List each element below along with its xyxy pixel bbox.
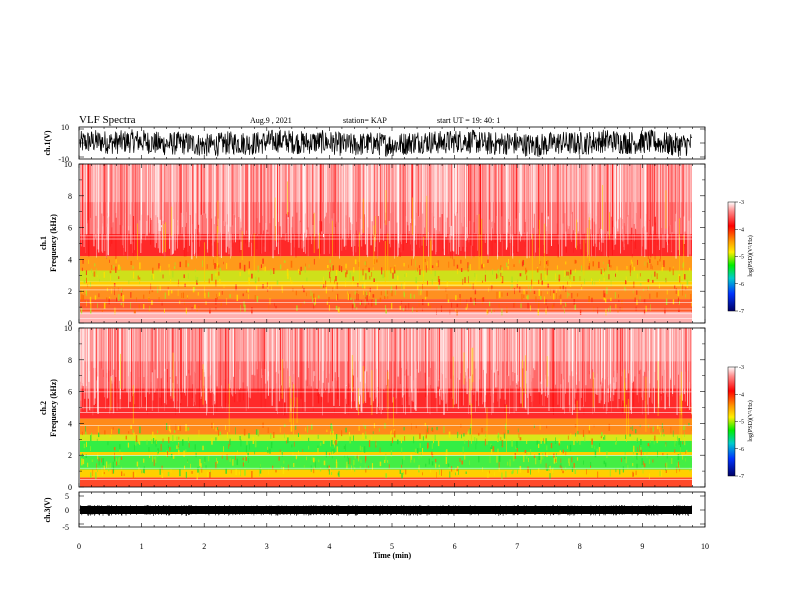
ch1-spectrogram-ytick: 6 xyxy=(68,224,72,233)
x-tick-label: 3 xyxy=(265,542,269,551)
x-tick-label: 1 xyxy=(140,542,144,551)
ch1-spectrogram-ytick: 2 xyxy=(68,287,72,296)
x-tick-label: 4 xyxy=(327,542,331,551)
ch1-ytick-top: 10 xyxy=(61,123,69,132)
ch1-waveform-panel: 10 -10 ch.1(V) xyxy=(43,123,706,164)
ch3-waveform-trace xyxy=(80,506,692,514)
x-tick-label: 2 xyxy=(202,542,206,551)
ch2-spectrogram-ytick: 4 xyxy=(68,419,72,428)
ch2-spectrogram-ytick: 6 xyxy=(68,388,72,397)
ch1-spectrogram-ytick: 4 xyxy=(68,255,72,264)
ch1-ytick-bottom: -10 xyxy=(58,155,69,164)
ch1-spectrogram-heatmap xyxy=(80,164,705,323)
ch2-spectrogram-ytick: 0 xyxy=(68,483,72,492)
ch2-colorbar-label: log(PSD)(V²/Hz) xyxy=(747,400,754,441)
x-tick-label: 0 xyxy=(77,542,81,551)
ch1-spectrogram-ytick: 0 xyxy=(68,319,72,328)
figure-title: VLF Spectra xyxy=(79,114,136,126)
ch3-ytick-top: 5 xyxy=(65,492,69,501)
ch1-spectrogram-ytick: 8 xyxy=(68,192,72,201)
ch1-waveform-ylabel: ch.1(V) xyxy=(43,130,52,155)
ch1-colorbar-tick: -7 xyxy=(739,309,744,315)
ch2-colorbar-tick: -5 xyxy=(739,420,744,426)
ch2-spectrogram-ytick: 2 xyxy=(68,451,72,460)
ch2-spectrogram-ytick: 10 xyxy=(64,324,72,333)
ch1-spectrogram-ylabel: Frequency (kHz) xyxy=(49,214,58,272)
x-tick-label: 8 xyxy=(578,542,582,551)
ch1-colorbar-tick: -6 xyxy=(739,282,744,288)
x-tick-label: 9 xyxy=(640,542,644,551)
ch3-ytick-bottom: -5 xyxy=(62,523,69,532)
ch1-colorbar-tick: -5 xyxy=(739,255,744,261)
ch3-ytick-mid: 0 xyxy=(65,506,69,515)
x-minor-ticks xyxy=(78,127,706,527)
header-start-time: start UT = 19: 40: 1 xyxy=(437,116,500,125)
ch2-spectrogram-ylabel: Frequency (kHz) xyxy=(49,379,58,437)
x-tick-label: 6 xyxy=(453,542,457,551)
ch2-spectrogram-ytick: 8 xyxy=(68,356,72,365)
ch1-spectrogram-channel-label: ch.1 xyxy=(39,236,48,250)
header-date: Aug.9 , 2021 xyxy=(250,116,292,125)
x-tick-label: 5 xyxy=(390,542,394,551)
ch2-colorbar-tick: -6 xyxy=(739,447,744,453)
ch1-colorbar xyxy=(727,201,736,312)
ch1-waveform-trace xyxy=(79,129,693,158)
ch2-spectrogram-heatmap xyxy=(80,328,705,487)
ch3-waveform-ylabel: ch.3(V) xyxy=(43,497,52,522)
ch1-colorbar-label: log(PSD)(V²/Hz) xyxy=(747,235,754,276)
header-station: station= KAP xyxy=(343,116,387,125)
ch1-colorbar-tick: -4 xyxy=(739,227,744,233)
x-tick-label: 10 xyxy=(701,542,709,551)
ch2-colorbar-tick: -3 xyxy=(739,365,744,371)
ch2-spectrogram-channel-label: ch.2 xyxy=(39,401,48,415)
ch2-colorbar-tick: -7 xyxy=(739,474,744,480)
ch2-colorbar-tick: -4 xyxy=(739,392,744,398)
ch1-colorbar-tick: -3 xyxy=(739,200,744,206)
x-axis-label: Time (min) xyxy=(373,551,412,560)
ch1-spectrogram-ytick: 10 xyxy=(64,160,72,169)
x-tick-label: 7 xyxy=(515,542,519,551)
ch3-waveform-panel: 5 0 -5 ch.3(V) 0 1 2 3 4 5 6 7 8 9 10 Time (min) xyxy=(43,491,709,560)
ch2-colorbar xyxy=(727,366,736,477)
